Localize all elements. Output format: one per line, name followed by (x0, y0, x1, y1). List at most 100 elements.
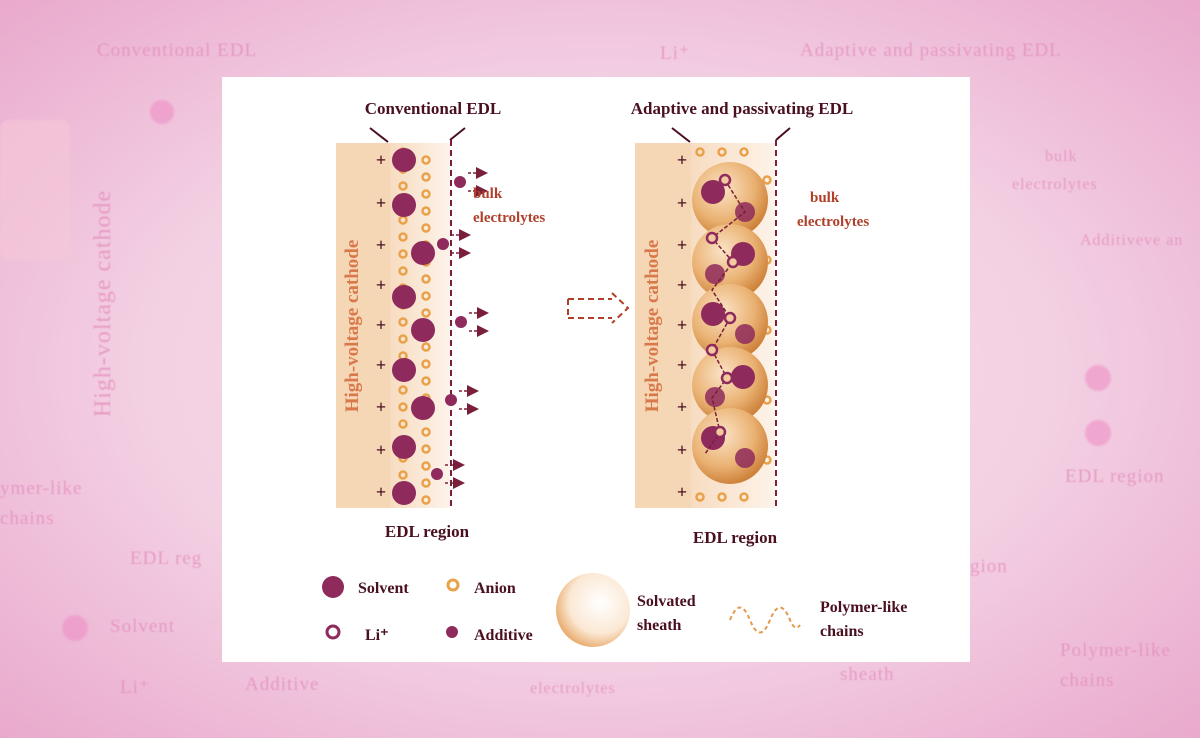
plus-charge-icon: + (677, 482, 687, 502)
anion (421, 274, 431, 284)
anion (739, 147, 749, 157)
bracket (369, 127, 466, 143)
bg-label: Adaptive and passivating EDL (800, 40, 1062, 61)
legend-li: Li⁺ (365, 627, 389, 644)
additive-molecule (455, 316, 467, 328)
legend-sheath: Solvated (637, 593, 696, 610)
anion (398, 334, 408, 344)
bg-particle (62, 615, 88, 641)
plus-charge-icon: + (376, 150, 386, 170)
solvent-molecule (411, 318, 435, 342)
bg-particle (150, 100, 174, 124)
anion (398, 181, 408, 191)
anion (717, 492, 727, 502)
plus-charge-icon: + (376, 275, 386, 295)
plus-charge-icon: + (376, 355, 386, 375)
anion (398, 385, 408, 395)
anion (421, 189, 431, 199)
anion (695, 492, 705, 502)
li-ion (718, 173, 732, 187)
additive-molecule (454, 176, 466, 188)
solvent-icon (322, 576, 344, 598)
left-title: Conventional EDL (365, 99, 502, 118)
anion-icon (446, 578, 460, 592)
anion (421, 376, 431, 386)
solvent-molecule (392, 435, 416, 459)
bg-label: Solvent (110, 616, 176, 637)
bg-particle (1085, 365, 1111, 391)
bg-label: Polymer-like (1060, 640, 1171, 661)
plus-charge-icon: + (677, 193, 687, 213)
bg-label: gion (970, 556, 1008, 577)
plus-charge-icon: + (677, 235, 687, 255)
region-label: EDL region (693, 528, 778, 547)
plus-charge-icon: + (376, 315, 386, 335)
cathode-label: High-voltage cathode (342, 240, 363, 413)
plus-charge-icon: + (677, 275, 687, 295)
plus-charge-icon: + (376, 193, 386, 213)
bg-particle (1085, 420, 1111, 446)
bg-label: Additive (245, 674, 320, 695)
plus-charge-icon: + (677, 397, 687, 417)
anion (421, 308, 431, 318)
anion (695, 147, 705, 157)
additive-icon (446, 626, 458, 638)
anion (398, 249, 408, 259)
bg-label: chains (1060, 670, 1115, 691)
legend-anion: Anion (474, 580, 516, 597)
li-ion (723, 311, 737, 325)
bg-label: ymer-like (0, 478, 83, 499)
legend-sheath: sheath (637, 617, 682, 634)
cathode-label: High-voltage cathode (642, 240, 663, 413)
legend: Solvent Anion Li⁺ Additive Solvated shea… (322, 573, 907, 647)
bulk-label: electrolytes (797, 214, 869, 230)
bg-label: EDL region (1065, 466, 1165, 487)
legend-chains: Polymer-like (820, 599, 907, 616)
anion (398, 470, 408, 480)
li-ion (705, 231, 719, 245)
solvent-molecule (705, 387, 725, 407)
bg-label: Li⁺ (660, 43, 690, 64)
bg-label: bulk (1045, 148, 1078, 165)
solvent-molecule (411, 241, 435, 265)
bg-label: Li⁺ (120, 677, 150, 698)
plus-charge-icon: + (376, 235, 386, 255)
anion (398, 317, 408, 327)
region-label: EDL region (385, 522, 470, 541)
bulk-label: bulk (810, 190, 840, 206)
bg-label: EDL reg (130, 548, 203, 569)
li-ion (705, 343, 719, 357)
additive-molecule (431, 468, 443, 480)
anion (421, 444, 431, 454)
anion (421, 223, 431, 233)
bg-label: chains (0, 508, 55, 529)
li-ion (726, 255, 740, 269)
anion (421, 359, 431, 369)
solvent-molecule (392, 285, 416, 309)
plus-charge-icon: + (677, 440, 687, 460)
anion (421, 342, 431, 352)
anion (421, 427, 431, 437)
li-ion (713, 425, 727, 439)
plus-charge-icon: + (677, 150, 687, 170)
li-icon (325, 624, 341, 640)
solvent-molecule (731, 365, 755, 389)
plus-charge-icon: + (376, 397, 386, 417)
anion (421, 461, 431, 471)
plus-charge-icon: + (376, 440, 386, 460)
anion (398, 402, 408, 412)
legend-solvent: Solvent (358, 580, 409, 597)
anion (739, 492, 749, 502)
solvent-molecule (411, 396, 435, 420)
anion (421, 291, 431, 301)
bracket (671, 127, 791, 143)
solvent-molecule (735, 448, 755, 468)
anion (421, 206, 431, 216)
transition-arrow-icon (567, 292, 630, 324)
right-title: Adaptive and passivating EDL (631, 99, 853, 118)
cathode (336, 143, 390, 508)
bulk-label: bulk (473, 186, 503, 202)
additive-molecule (445, 394, 457, 406)
anion (398, 266, 408, 276)
